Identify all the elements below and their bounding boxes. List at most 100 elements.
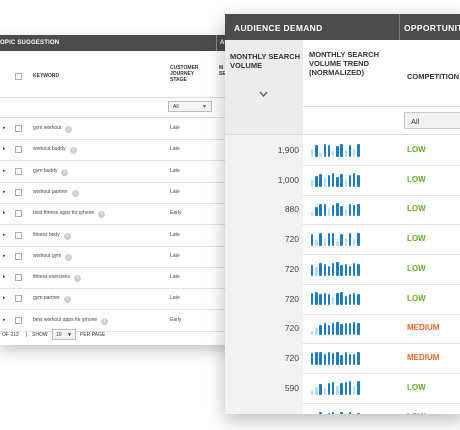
competition-column-header[interactable]: COMPETITION bbox=[407, 72, 460, 81]
row-checkbox[interactable] bbox=[15, 274, 22, 282]
trend-bar bbox=[323, 322, 326, 336]
competition-filter-select[interactable]: All bbox=[404, 112, 460, 129]
trend-bar bbox=[340, 292, 343, 306]
trend-bar bbox=[327, 232, 331, 247]
expand-arrow-icon[interactable]: ▸ bbox=[3, 167, 6, 174]
info-icon[interactable]: i bbox=[98, 211, 106, 219]
trend-bar bbox=[340, 174, 343, 187]
competition-cell: LOW bbox=[407, 204, 426, 214]
row-checkbox[interactable] bbox=[15, 295, 22, 303]
row-checkbox[interactable] bbox=[15, 210, 22, 218]
expand-arrow-icon[interactable]: ▸ bbox=[3, 146, 6, 153]
volume-cell-bg bbox=[225, 313, 303, 344]
trend-bar bbox=[319, 351, 322, 365]
expand-arrow-icon[interactable]: ▸ bbox=[3, 274, 6, 281]
trend-bar bbox=[353, 292, 356, 306]
info-icon[interactable]: i bbox=[61, 168, 69, 176]
volume-cell-bg bbox=[225, 402, 303, 414]
expand-arrow-icon[interactable]: ▸ bbox=[3, 316, 6, 323]
expand-arrow-icon[interactable]: ▸ bbox=[3, 210, 6, 217]
trend-bar bbox=[344, 150, 347, 157]
competition-cell: LOW bbox=[407, 263, 426, 273]
sort-descending-icon[interactable] bbox=[259, 90, 268, 98]
table-row[interactable]: 590 LOW bbox=[225, 372, 460, 404]
table-row[interactable]: ▸ best workout apps for iphone i Early bbox=[0, 310, 250, 332]
table-row[interactable]: 720 MEDIUM bbox=[225, 313, 460, 345]
table-row[interactable]: 720 MEDIUM bbox=[225, 342, 460, 374]
trend-bar bbox=[311, 264, 314, 276]
trend-bar bbox=[332, 151, 335, 157]
table-row[interactable]: 720 LOW bbox=[225, 253, 460, 285]
table-row[interactable]: ▸ workout gym i Late bbox=[0, 246, 250, 268]
trend-sparkline bbox=[311, 262, 363, 276]
expand-arrow-icon[interactable]: ▸ bbox=[3, 252, 6, 259]
trend-bar bbox=[332, 352, 335, 365]
search-volume-cell: 880 bbox=[284, 204, 299, 215]
trend-bar bbox=[357, 352, 360, 365]
row-checkbox[interactable] bbox=[15, 252, 22, 260]
trend-bar bbox=[327, 145, 331, 157]
table-row[interactable]: 720 LOW bbox=[225, 224, 460, 256]
stage-column-header[interactable]: CUSTOMER JOURNEY STAGE bbox=[170, 65, 199, 83]
trend-bar bbox=[315, 292, 318, 306]
trend-bar bbox=[344, 208, 347, 217]
demand-filter-row: All bbox=[225, 106, 460, 135]
table-row[interactable]: 390 LOW bbox=[225, 402, 460, 414]
stage-filter-select[interactable]: All ▼ bbox=[168, 101, 212, 112]
table-row[interactable]: 1,900 LOW bbox=[225, 135, 460, 166]
info-icon[interactable]: i bbox=[65, 253, 73, 261]
expand-arrow-icon[interactable]: ▸ bbox=[3, 188, 6, 195]
table-row[interactable]: ▸ gym partner i Late bbox=[0, 288, 250, 311]
header-divider bbox=[399, 14, 400, 40]
volume-cell-bg bbox=[225, 164, 303, 195]
competition-cell: LOW bbox=[407, 382, 426, 392]
table-row[interactable]: ▸ gym buddy i Late bbox=[0, 161, 250, 183]
trend-bar bbox=[336, 386, 339, 395]
expand-arrow-icon[interactable]: ▸ bbox=[3, 231, 6, 238]
info-icon[interactable]: i bbox=[63, 296, 71, 304]
info-icon[interactable]: i bbox=[73, 275, 81, 283]
volume-column-header[interactable]: MONTHLY SEARCH VOLUME bbox=[230, 52, 301, 70]
keyword-text: gym partner bbox=[33, 295, 60, 302]
trend-bar bbox=[357, 413, 360, 414]
table-row[interactable]: ▸ gym workout i Late bbox=[0, 118, 250, 140]
expand-arrow-icon[interactable]: ▸ bbox=[3, 295, 6, 302]
expand-arrow-icon[interactable]: ▸ bbox=[3, 125, 6, 131]
select-all-checkbox[interactable] bbox=[15, 73, 22, 80]
page-size-value: 10 bbox=[56, 332, 62, 338]
table-row[interactable]: ▸ best fitness apps for iphone i Early bbox=[0, 203, 250, 226]
table-row[interactable]: 720 LOW bbox=[225, 283, 460, 315]
search-volume-cell: 1,900 bbox=[277, 145, 299, 155]
trend-bar bbox=[340, 323, 343, 336]
info-icon[interactable]: i bbox=[71, 189, 79, 197]
table-row[interactable]: 880 LOW bbox=[225, 194, 460, 226]
table-row[interactable]: 1,000 LOW bbox=[225, 164, 460, 196]
trend-column-header[interactable]: MONTHLY SEARCH VOLUME TREND (NORMALIZED) bbox=[309, 50, 380, 77]
keyword-column-header[interactable]: KEYWORD bbox=[33, 73, 60, 79]
row-checkbox[interactable] bbox=[15, 167, 22, 175]
trend-bar bbox=[311, 149, 314, 157]
row-checkbox[interactable] bbox=[15, 146, 22, 154]
info-icon[interactable]: i bbox=[101, 317, 109, 325]
trend-bar bbox=[340, 382, 343, 395]
trend-bar bbox=[323, 239, 326, 247]
page-size-select[interactable]: 10 ▼ bbox=[52, 329, 76, 340]
table-row[interactable]: ▸ fitness exercises i Late bbox=[0, 267, 250, 290]
table-row[interactable]: ▸ workout buddy i Late bbox=[0, 139, 250, 162]
trend-bar bbox=[332, 381, 335, 395]
row-checkbox[interactable] bbox=[15, 188, 22, 196]
stage-cell: Late bbox=[170, 167, 180, 174]
table-row[interactable]: ▸ workout partner i Late bbox=[0, 182, 250, 204]
row-checkbox[interactable] bbox=[15, 125, 22, 132]
trend-sparkline bbox=[311, 173, 363, 187]
info-icon[interactable]: i bbox=[69, 147, 77, 155]
row-checkbox[interactable] bbox=[15, 231, 22, 239]
info-icon[interactable]: i bbox=[65, 126, 73, 133]
info-icon[interactable]: i bbox=[63, 232, 71, 240]
keyword-text: gym buddy bbox=[33, 167, 58, 174]
table-row[interactable]: ▸ fitness body i Late bbox=[0, 225, 250, 247]
trend-bar bbox=[348, 412, 352, 414]
row-checkbox[interactable] bbox=[15, 316, 22, 324]
trend-bar bbox=[336, 262, 339, 276]
pagination-separator: | bbox=[26, 332, 28, 338]
